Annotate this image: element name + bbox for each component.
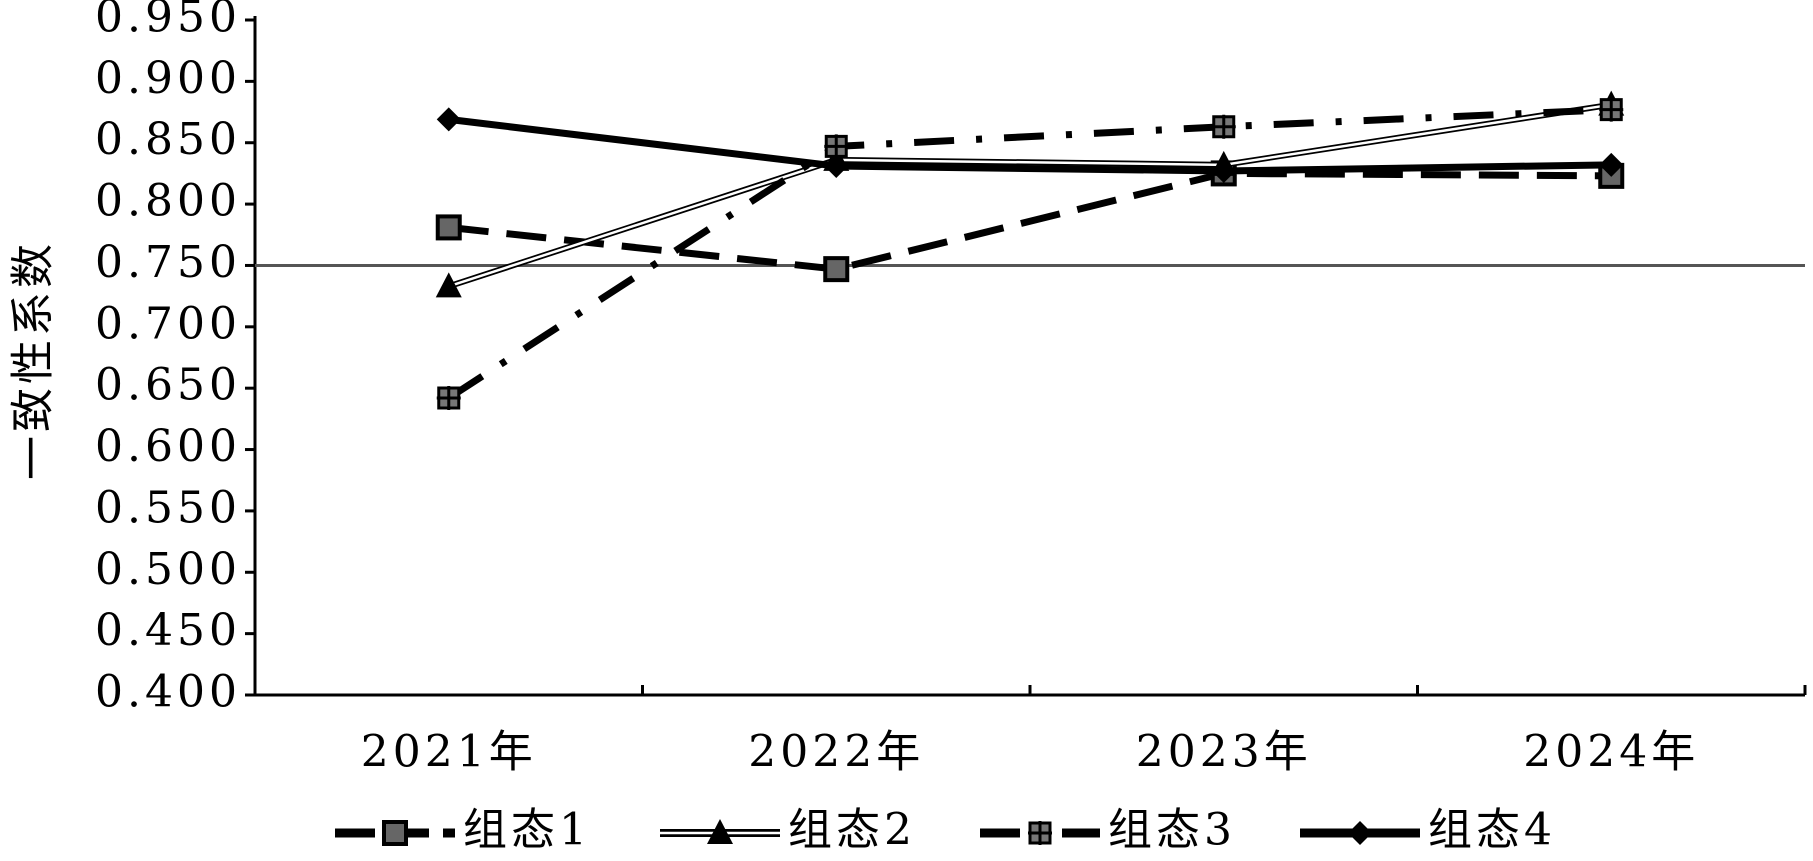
legend-label: 组态3 xyxy=(1108,805,1236,856)
y-tick-label: 0.900 xyxy=(95,53,241,104)
series-line xyxy=(446,106,1612,401)
y-tick-label: 0.600 xyxy=(95,421,241,472)
legend-label: 组态4 xyxy=(1428,805,1556,856)
legend-label: 组态2 xyxy=(788,805,916,856)
y-tick-label: 0.850 xyxy=(95,114,241,165)
marker xyxy=(823,256,850,283)
x-tick-label: 2023年 xyxy=(1136,727,1312,778)
marker xyxy=(436,386,461,410)
legend-marker xyxy=(382,820,408,846)
marker xyxy=(1211,114,1236,139)
legend-marker xyxy=(1028,821,1052,845)
y-tick-label: 0.750 xyxy=(95,237,241,288)
series-line xyxy=(448,115,1612,175)
y-tick-label: 0.500 xyxy=(95,544,241,595)
y-tick-label: 0.400 xyxy=(95,667,241,718)
x-tick-label: 2022年 xyxy=(748,727,924,778)
legend-label: 组态1 xyxy=(463,805,591,856)
marker xyxy=(435,214,462,241)
y-tick-label: 0.700 xyxy=(95,298,241,349)
series-line-inner xyxy=(448,103,1612,288)
y-axis-label: 一致性系数 xyxy=(8,240,59,480)
y-tick-label: 0.450 xyxy=(95,605,241,656)
y-tick-label: 0.800 xyxy=(95,176,241,227)
marker xyxy=(1599,97,1624,122)
marker xyxy=(1211,158,1236,183)
legend-marker xyxy=(1348,821,1372,845)
series-line xyxy=(448,169,1612,273)
marker xyxy=(824,154,849,179)
y-tick-label: 0.650 xyxy=(95,360,241,411)
x-tick-label: 2024年 xyxy=(1523,727,1699,778)
legend-marker xyxy=(707,819,733,844)
y-tick-label: 0.950 xyxy=(95,0,241,43)
marker xyxy=(824,134,849,159)
marker xyxy=(436,107,461,132)
marker xyxy=(435,272,462,298)
y-tick-label: 0.550 xyxy=(95,482,241,533)
marker xyxy=(1599,152,1624,177)
x-tick-label: 2021年 xyxy=(361,727,537,778)
